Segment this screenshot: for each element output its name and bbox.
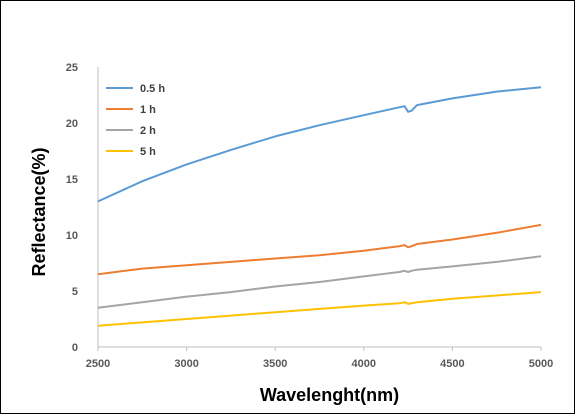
x-tick-label: 3000: [174, 358, 198, 370]
series-line-1: [97, 223, 542, 276]
x-tick-label: 5000: [529, 358, 553, 370]
tick-group: 2500 3000 3500 4000 4500 5000 0 5 10 15 20 25: [66, 62, 553, 370]
y-tick-label: 20: [66, 118, 78, 130]
legend: 0.5 h 1 h 2 h 5 h: [106, 83, 165, 158]
y-tick-label: 15: [66, 174, 78, 186]
axes: [97, 67, 541, 348]
legend-label: 2 h: [140, 125, 156, 137]
x-tick-label: 4000: [352, 358, 376, 370]
legend-label: 5 h: [140, 146, 156, 158]
legend-label: 0.5 h: [140, 83, 165, 95]
y-tick-label: 10: [66, 230, 78, 242]
x-axis-title: Wavelenght(nm): [260, 385, 399, 405]
series-line-0: [97, 86, 542, 203]
x-tick-label: 2500: [86, 358, 110, 370]
y-tick-label: 0: [72, 342, 78, 354]
series-line-3: [97, 291, 542, 327]
legend-label: 1 h: [140, 104, 156, 116]
y-axis-title: Reflectance(%): [29, 147, 49, 276]
series-line-2: [97, 255, 542, 309]
y-tick-label: 5: [72, 286, 78, 298]
x-tick-label: 3500: [263, 358, 287, 370]
series-group: [97, 86, 542, 327]
y-tick-label: 25: [66, 62, 78, 74]
x-tick-label: 4500: [440, 358, 464, 370]
